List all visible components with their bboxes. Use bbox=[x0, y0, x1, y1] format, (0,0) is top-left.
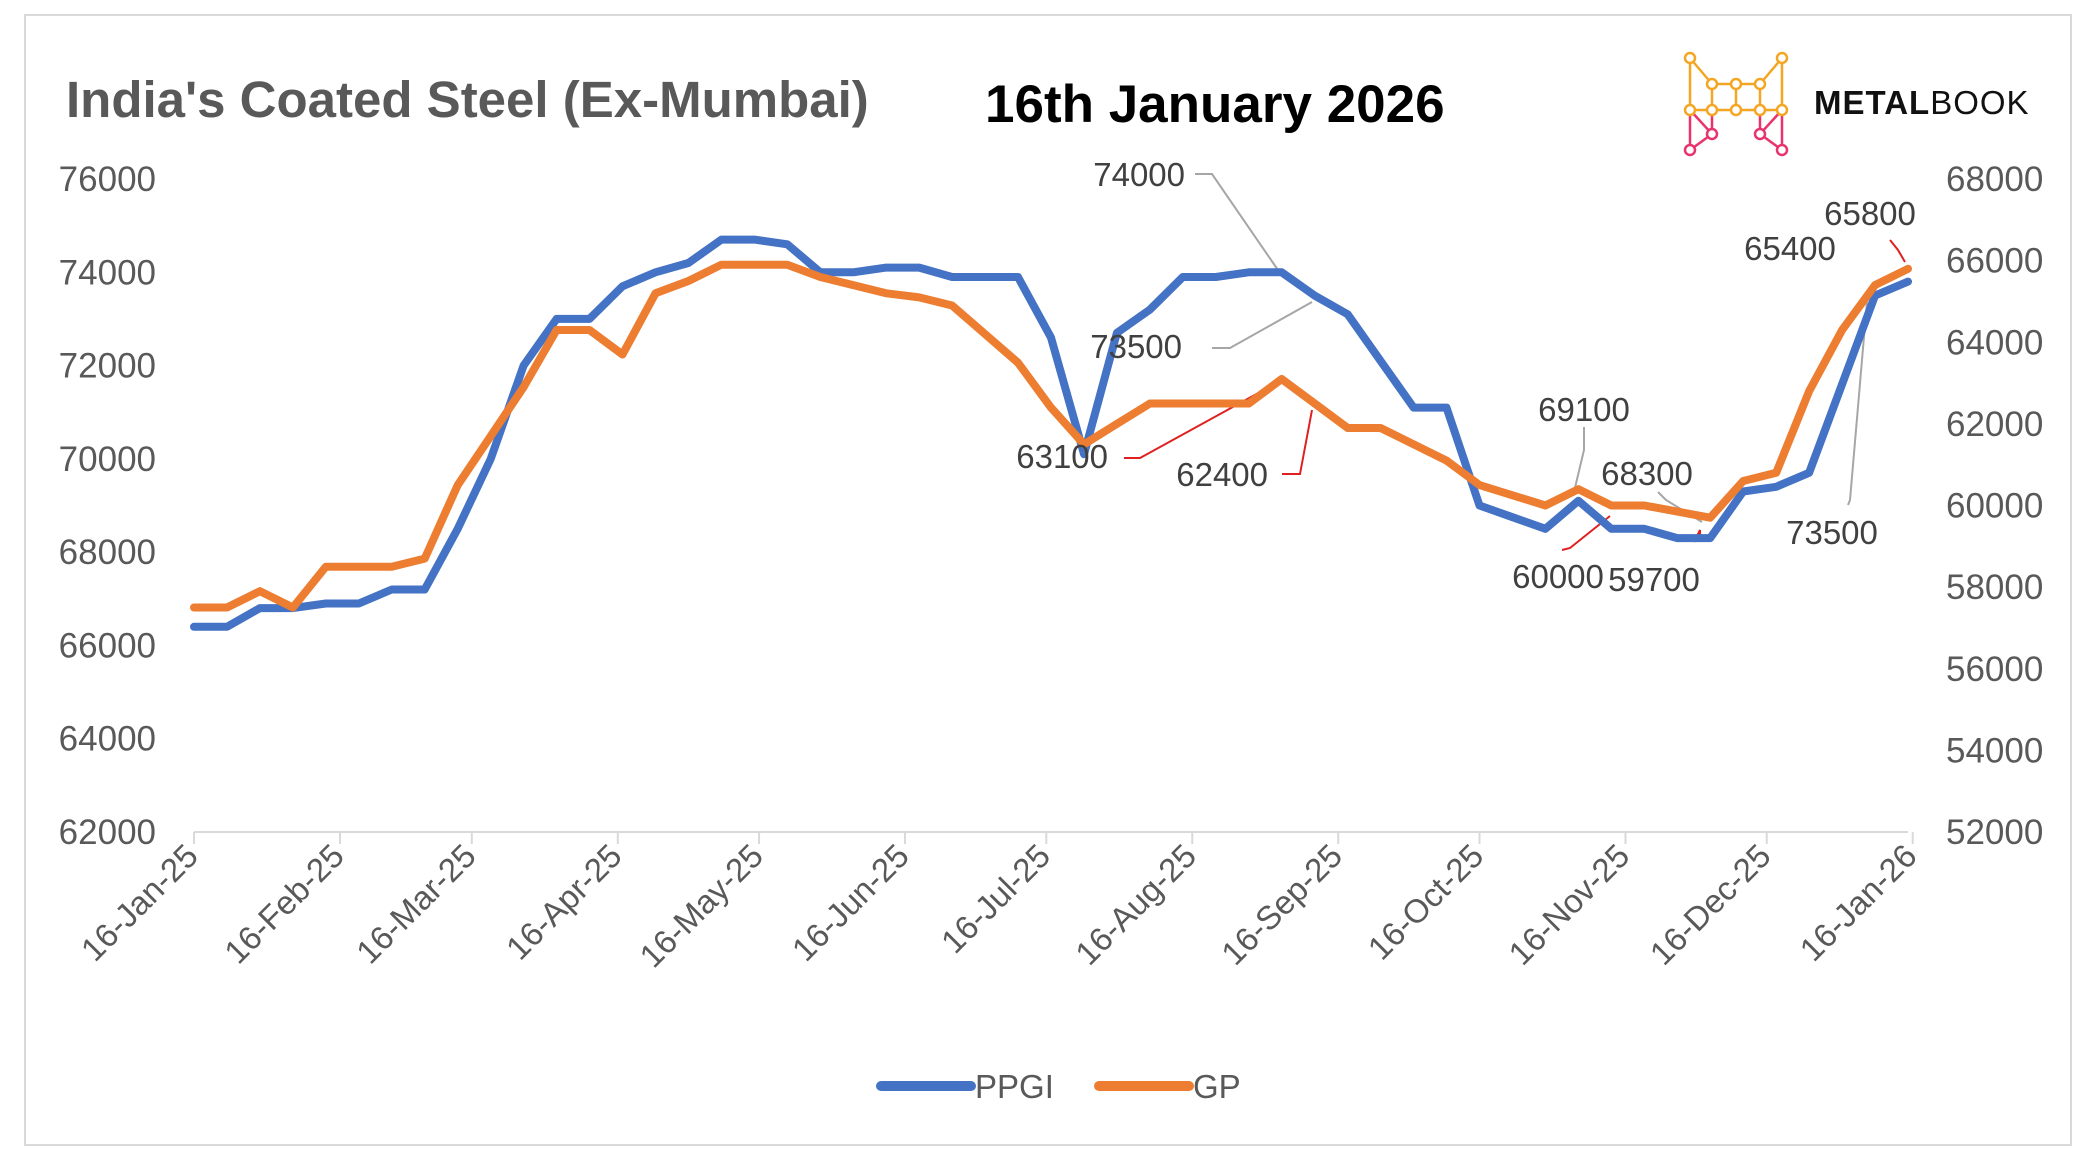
annotation-label: 68300 bbox=[1601, 455, 1693, 492]
series-layer bbox=[190, 235, 1912, 631]
logo-node bbox=[1753, 127, 1767, 141]
y-right-tick: 56000 bbox=[1946, 650, 2043, 689]
brand-name: METALBOOK bbox=[1814, 84, 2030, 121]
y-right-tick: 54000 bbox=[1946, 731, 2043, 770]
legend-gp-label: GP bbox=[1193, 1068, 1241, 1105]
x-tick-label: 16-Aug-25 bbox=[1068, 837, 1203, 972]
logo-node bbox=[1683, 51, 1697, 65]
logo-node bbox=[1705, 127, 1719, 141]
metalbook-logo-icon: METALBOOK bbox=[1683, 51, 2030, 157]
y-left-tick: 72000 bbox=[59, 347, 156, 386]
x-tick-label: 16-Oct-25 bbox=[1361, 837, 1491, 967]
annotations: 74000 73500 63100 62400 69100 68300 60000 59700… bbox=[1016, 156, 1916, 598]
logo-node bbox=[1753, 77, 1767, 91]
y-right-tick: 64000 bbox=[1946, 323, 2043, 362]
x-tick-label: 16-Jul-25 bbox=[934, 837, 1057, 960]
x-tick-label: 16-Feb-25 bbox=[217, 837, 351, 971]
y-left-tick: 76000 bbox=[59, 160, 156, 199]
chart-date: 16th January 2026 bbox=[985, 75, 1445, 134]
legend: PPGI GP bbox=[876, 1068, 1241, 1105]
annotation-label: 62400 bbox=[1176, 456, 1268, 493]
x-tick-label: 16-Apr-25 bbox=[499, 837, 629, 967]
y-left-tick: 66000 bbox=[59, 626, 156, 665]
y-right-tick: 66000 bbox=[1946, 242, 2043, 281]
y-right-tick: 62000 bbox=[1946, 405, 2043, 444]
annotation-leader bbox=[1282, 409, 1313, 475]
logo-node bbox=[1683, 103, 1697, 117]
logo-node bbox=[1775, 143, 1789, 157]
annotation-label: 59700 bbox=[1608, 561, 1700, 598]
x-tick-label: 16-Jan-26 bbox=[1792, 837, 1923, 968]
logo-node bbox=[1705, 77, 1719, 91]
annotation-label: 65800 bbox=[1824, 195, 1916, 232]
y-left-tick: 64000 bbox=[59, 720, 156, 759]
chart-frame bbox=[24, 14, 2072, 1146]
y-right-tick: 58000 bbox=[1946, 568, 2043, 607]
x-tick-label: 16-Sep-25 bbox=[1214, 837, 1349, 972]
y-left-tick: 68000 bbox=[59, 533, 156, 572]
brand-name-light: BOOK bbox=[1930, 84, 2029, 121]
y-left-ticks: 62000 64000 66000 68000 70000 72000 74000 76000 bbox=[59, 160, 156, 852]
y-left-tick: 62000 bbox=[59, 813, 156, 852]
y-right-tick: 52000 bbox=[1946, 813, 2043, 852]
annotation-label: 65400 bbox=[1744, 230, 1836, 267]
x-tick-label: 16-May-25 bbox=[632, 837, 770, 975]
x-tick-label: 16-Jan-25 bbox=[74, 837, 205, 968]
annotation-leader bbox=[1573, 427, 1585, 493]
annotation-leader bbox=[1847, 289, 1869, 506]
annotation-leader bbox=[1561, 515, 1611, 551]
logo-node bbox=[1705, 103, 1719, 117]
annotation-label: 73500 bbox=[1786, 514, 1878, 551]
y-left-tick: 74000 bbox=[59, 253, 156, 292]
brand-name-bold: METAL bbox=[1814, 84, 1930, 121]
logo-node bbox=[1683, 143, 1697, 157]
logo-node bbox=[1753, 103, 1767, 117]
annotation-label: 74000 bbox=[1093, 156, 1185, 193]
logo-node bbox=[1775, 51, 1789, 65]
chart-axes bbox=[193, 831, 1914, 844]
series-line-ppgi bbox=[190, 235, 1912, 631]
x-tick-label: 16-Mar-25 bbox=[349, 837, 483, 971]
logo-node bbox=[1775, 103, 1789, 117]
logo-node bbox=[1729, 103, 1743, 117]
y-right-tick: 60000 bbox=[1946, 487, 2043, 526]
x-tick-label: 16-Dec-25 bbox=[1643, 837, 1778, 972]
annotation-label: 73500 bbox=[1090, 328, 1182, 365]
y-right-ticks: 52000 54000 56000 58000 60000 62000 64000 66000… bbox=[1946, 160, 2043, 852]
annotation-label: 63100 bbox=[1016, 438, 1108, 475]
annotation-leader bbox=[1212, 301, 1313, 349]
annotation-label: 60000 bbox=[1512, 558, 1604, 595]
x-tick-label: 16-Jun-25 bbox=[785, 837, 916, 968]
y-right-tick: 68000 bbox=[1946, 160, 2043, 199]
series-line-gp bbox=[190, 260, 1912, 612]
legend-ppgi-label: PPGI bbox=[975, 1068, 1054, 1105]
logo-node bbox=[1729, 77, 1743, 91]
annotation-label: 69100 bbox=[1538, 391, 1630, 428]
annotation-leader bbox=[1889, 239, 1906, 263]
logo-mark-icon bbox=[1683, 51, 1789, 157]
annotation-leader bbox=[1195, 173, 1281, 274]
chart-title: India's Coated Steel (Ex-Mumbai) bbox=[66, 71, 869, 128]
x-tick-label: 16-Nov-25 bbox=[1501, 837, 1636, 972]
y-left-tick: 70000 bbox=[59, 440, 156, 479]
